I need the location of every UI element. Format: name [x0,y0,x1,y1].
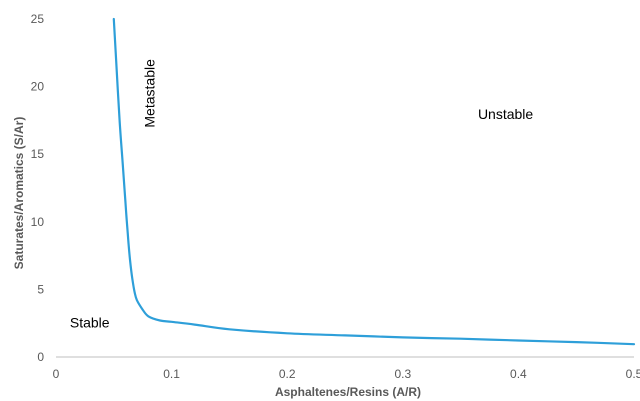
y-tick-label: 10 [31,215,45,229]
y-axis-title: Saturates/Aromatics (S/Ar) [12,117,26,270]
region-label: Stable [70,314,110,330]
x-tick-label: 0 [53,367,60,381]
x-axis-title: Asphaltenes/Resins (A/R) [275,385,421,399]
y-tick-label: 5 [37,282,44,296]
x-tick-label: 0.3 [394,367,411,381]
annotation-group: Stable Metastable Unstable [70,59,534,330]
region-label: Metastable [141,59,157,128]
y-tick-label: 25 [31,12,45,26]
y-tick-label: 20 [31,80,45,94]
y-tick-label: 15 [31,147,45,161]
x-axis: 0 0.1 0.2 0.3 0.4 0.5 [53,367,640,381]
series-group [112,17,636,346]
region-label: Unstable [478,106,533,122]
y-axis: 0 5 10 15 20 25 [31,12,45,364]
y-tick-label: 0 [37,350,44,364]
x-tick-label: 0.4 [510,367,527,381]
series-line [112,17,636,346]
x-tick-label: 0.2 [279,367,296,381]
x-tick-label: 0.1 [163,367,180,381]
x-tick-label: 0.5 [626,367,640,381]
